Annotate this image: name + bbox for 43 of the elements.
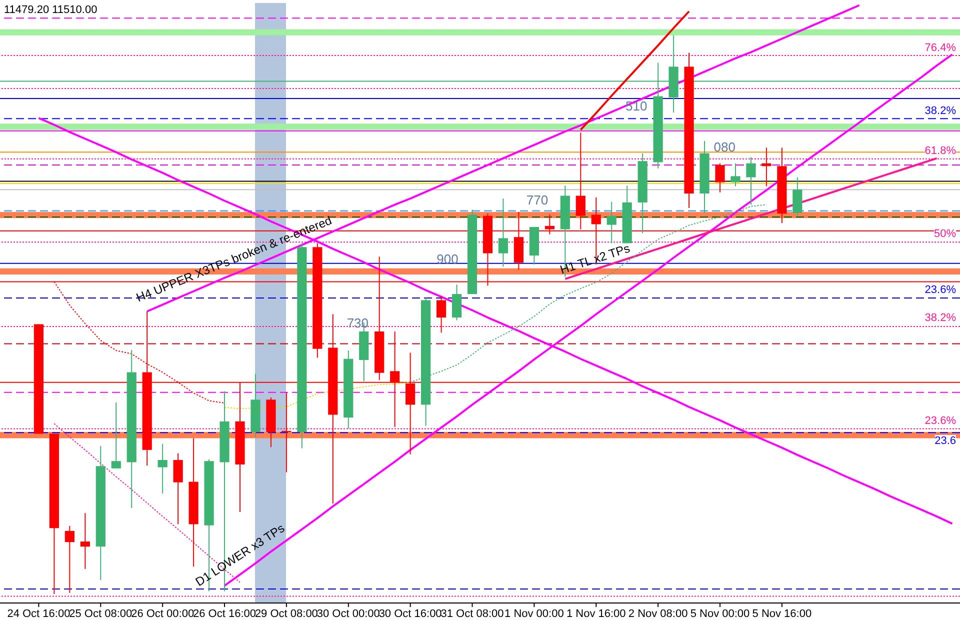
annotation: 23.6 [934, 434, 956, 447]
annotation: 510 [624, 98, 648, 114]
x-tick-label: 5 Nov 16:00 [752, 608, 812, 620]
x-tick-label: 31 Oct 08:00 [440, 608, 504, 620]
annotation: 23.6% [924, 414, 956, 427]
text: 11479.20 11510.00 [4, 4, 98, 16]
candlestick [746, 156, 756, 206]
candlestick [436, 295, 446, 334]
annotation: 50% [934, 228, 956, 240]
x-tick-label: 30 Oct 00:00 [316, 608, 380, 620]
x-tick-label: 26 Oct 00:00 [131, 608, 194, 620]
annotation: 38.2% [924, 104, 956, 117]
annotation: H1 TL x2 TPs [556, 240, 632, 278]
x-tick-label: 26 Oct 16:00 [193, 608, 256, 620]
annotation: 900 [436, 251, 460, 266]
candlestick [498, 198, 508, 268]
candlestick [282, 392, 292, 473]
x-tick-label: 25 Oct 08:00 [69, 608, 132, 620]
annotation: 080 [712, 140, 736, 155]
annotation: 76.4% [924, 42, 956, 54]
candlestick [173, 452, 183, 525]
candlestick [111, 402, 121, 469]
x-tick-label: 5 Nov 00:00 [690, 608, 750, 620]
x-tick-label: 2 Nov 08:00 [628, 608, 688, 620]
x-tick-label: 30 Oct 16:00 [378, 608, 442, 620]
annotation: 730 [346, 315, 370, 330]
candlestick [64, 525, 74, 594]
candlestick [606, 201, 616, 244]
candlestick [715, 162, 725, 193]
annotation: 770 [525, 192, 550, 208]
x-tick-label: 29 Oct 08:00 [254, 608, 318, 620]
candlestick [80, 512, 90, 570]
candlestick [730, 162, 740, 187]
candlestick [452, 284, 462, 321]
candlestick [762, 147, 772, 187]
x-tick-label: 24 Oct 16:00 [7, 608, 70, 620]
annotation: 61.8% [924, 144, 956, 157]
candlestick [792, 176, 802, 216]
annotation: 38.2% [924, 312, 956, 324]
annotation: 23.6% [924, 284, 956, 296]
candlestick [158, 443, 168, 494]
x-tick-label: 1 Nov 16:00 [566, 608, 626, 620]
x-tick-label: 1 Nov 00:00 [504, 608, 564, 620]
